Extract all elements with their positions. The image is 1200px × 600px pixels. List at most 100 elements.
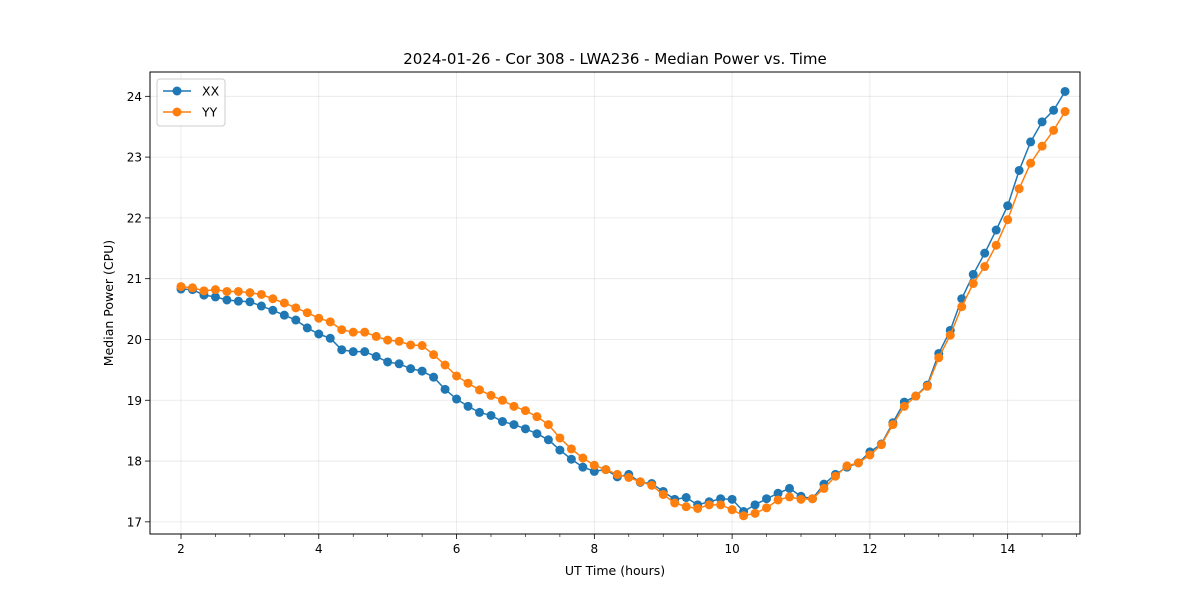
x-tick-label: 12 [862, 542, 877, 556]
data-point-yy [497, 395, 507, 405]
data-point-yy [612, 469, 622, 479]
data-point-yy [268, 294, 278, 304]
data-point-xx [245, 297, 255, 307]
y-tick-label: 17 [127, 515, 142, 529]
data-point-yy [475, 385, 485, 395]
data-point-yy [807, 494, 817, 504]
data-point-xx [1026, 137, 1036, 147]
x-tick-label: 10 [724, 542, 739, 556]
data-point-yy [452, 371, 462, 381]
legend-marker-xx [172, 86, 182, 96]
data-point-yy [865, 450, 875, 460]
data-point-yy [566, 444, 576, 454]
y-tick-label: 19 [127, 394, 142, 408]
data-point-xx [1060, 86, 1070, 96]
data-point-yy [429, 350, 439, 360]
data-point-yy [796, 494, 806, 504]
grid [150, 72, 1080, 534]
data-point-yy [486, 390, 496, 400]
data-point-yy [704, 500, 714, 510]
series-layer [176, 86, 1070, 521]
y-tick-label: 21 [127, 272, 142, 286]
data-point-yy [543, 420, 553, 430]
plot-frame [149, 71, 1081, 535]
data-point-yy [532, 412, 542, 422]
data-point-yy [187, 283, 197, 293]
x-axis-label: UT Time (hours) [565, 563, 665, 578]
data-point-yy [888, 420, 898, 430]
data-point-xx [371, 351, 381, 361]
data-point-xx [348, 347, 358, 357]
data-point-yy [199, 286, 209, 296]
x-tick-label: 14 [1000, 542, 1015, 556]
data-point-yy [520, 406, 530, 416]
data-point-yy [624, 472, 634, 482]
chart-title: 2024-01-26 - Cor 308 - LWA236 - Median P… [403, 50, 827, 68]
data-point-yy [727, 505, 737, 515]
data-point-yy [945, 330, 955, 340]
data-point-yy [1026, 158, 1036, 168]
data-point-xx [681, 493, 691, 503]
data-point-xx [291, 315, 301, 325]
data-point-xx [1049, 105, 1059, 115]
data-point-yy [980, 262, 990, 272]
data-point-yy [1003, 215, 1013, 225]
data-point-xx [222, 295, 232, 305]
data-point-xx [968, 269, 978, 279]
data-point-xx [429, 372, 439, 382]
data-point-xx [1003, 201, 1013, 211]
y-axis-label: Median Power (CPU) [101, 240, 116, 366]
data-point-yy [509, 401, 519, 411]
data-point-yy [716, 500, 726, 510]
legend: XX YY [156, 78, 226, 127]
data-point-yy [957, 302, 967, 312]
data-point-yy [1060, 107, 1070, 117]
data-point-yy [658, 489, 668, 499]
legend-label-xx: XX [202, 84, 220, 99]
data-point-yy [601, 465, 611, 475]
y-tick-label: 22 [127, 211, 142, 225]
data-point-xx [785, 483, 795, 493]
data-point-xx [750, 500, 760, 510]
y-tick-label: 23 [127, 151, 142, 165]
data-point-xx [1037, 117, 1047, 127]
data-point-yy [417, 341, 427, 351]
legend-label-yy: YY [201, 105, 218, 120]
data-point-yy [934, 353, 944, 363]
data-point-xx [991, 225, 1001, 235]
x-tick-label: 8 [591, 542, 599, 556]
data-point-yy [853, 458, 863, 468]
data-point-xx [463, 401, 473, 411]
data-point-xx [520, 424, 530, 434]
data-point-yy [337, 325, 347, 335]
data-point-xx [532, 429, 542, 439]
data-point-xx [980, 248, 990, 258]
data-point-xx [578, 462, 588, 472]
data-point-xx [555, 445, 565, 455]
data-point-xx [233, 296, 243, 306]
data-point-yy [176, 282, 186, 292]
data-point-xx [727, 494, 737, 504]
data-point-yy [245, 288, 255, 298]
data-point-yy [555, 433, 565, 443]
data-point-yy [348, 327, 358, 337]
data-point-yy [233, 286, 243, 296]
data-point-yy [406, 340, 416, 350]
data-point-yy [256, 289, 266, 299]
data-point-yy [739, 511, 749, 521]
data-point-yy [279, 298, 289, 308]
data-point-xx [543, 435, 553, 445]
data-point-yy [773, 495, 783, 505]
data-point-yy [693, 503, 703, 513]
data-point-xx [440, 384, 450, 394]
data-point-yy [750, 508, 760, 518]
data-point-yy [1014, 184, 1024, 194]
data-point-yy [899, 401, 909, 411]
data-point-yy [830, 471, 840, 481]
y-tick-label: 20 [127, 333, 142, 347]
data-point-yy [222, 286, 232, 296]
x-tick-label: 2 [177, 542, 185, 556]
data-point-xx [268, 305, 278, 315]
y-tick-label: 18 [127, 455, 142, 469]
